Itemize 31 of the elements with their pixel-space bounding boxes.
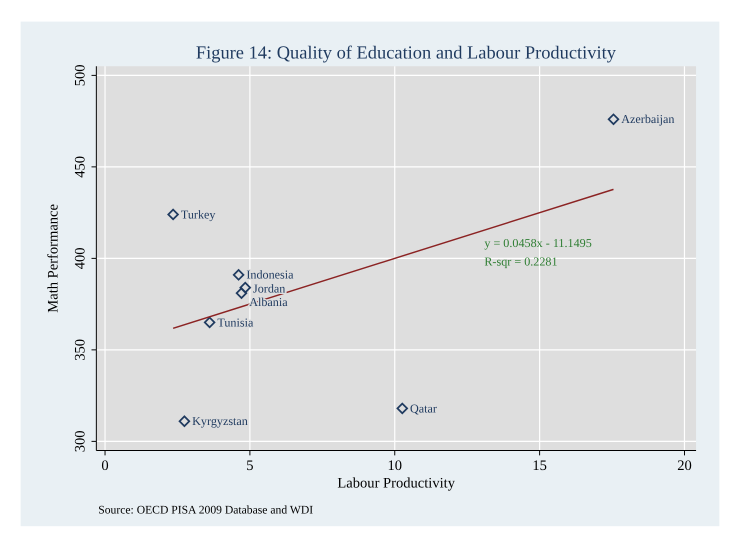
point (167, 208, 179, 220)
y-axis-title: Math Performance (46, 204, 62, 313)
y-tick-label: 500 (72, 64, 89, 86)
annotation: Jordan (253, 281, 286, 296)
source-note: Source: OECD PISA 2009 Database and WDI (98, 504, 314, 517)
y-tick-label: 400 (72, 247, 89, 270)
x-tick-label: 5 (246, 458, 254, 474)
point (232, 269, 244, 281)
x-tick-label: 0 (101, 458, 109, 474)
annotation: y = 0.0458x - 11.1495 (484, 236, 592, 250)
x-tick-label: 15 (532, 458, 547, 474)
point (396, 402, 408, 414)
annotation: Tunisia (217, 315, 254, 330)
x-axis-title: Labour Productivity (337, 475, 456, 492)
annotation: Azerbaijan (621, 112, 674, 126)
x-tick-label: 20 (677, 458, 692, 474)
annotation: R-sqr = 0.2281 (484, 254, 558, 268)
point (178, 416, 190, 427)
point (240, 282, 251, 294)
point (236, 287, 248, 299)
annotation: Kyrgyzstan (192, 414, 248, 428)
y-tick-label: 350 (72, 338, 89, 361)
point (608, 114, 620, 126)
x-tick-label: 10 (387, 458, 402, 474)
annotation: Qatar (410, 401, 437, 416)
point (204, 316, 216, 328)
y-tick-label: 300 (72, 430, 89, 452)
y-tick-label: 450 (72, 156, 89, 178)
annotation: Turkey (180, 207, 216, 222)
annotation: Indonesia (246, 268, 294, 282)
chart-title: Figure 14: Quality of Education and Labour Productivity (196, 42, 617, 62)
